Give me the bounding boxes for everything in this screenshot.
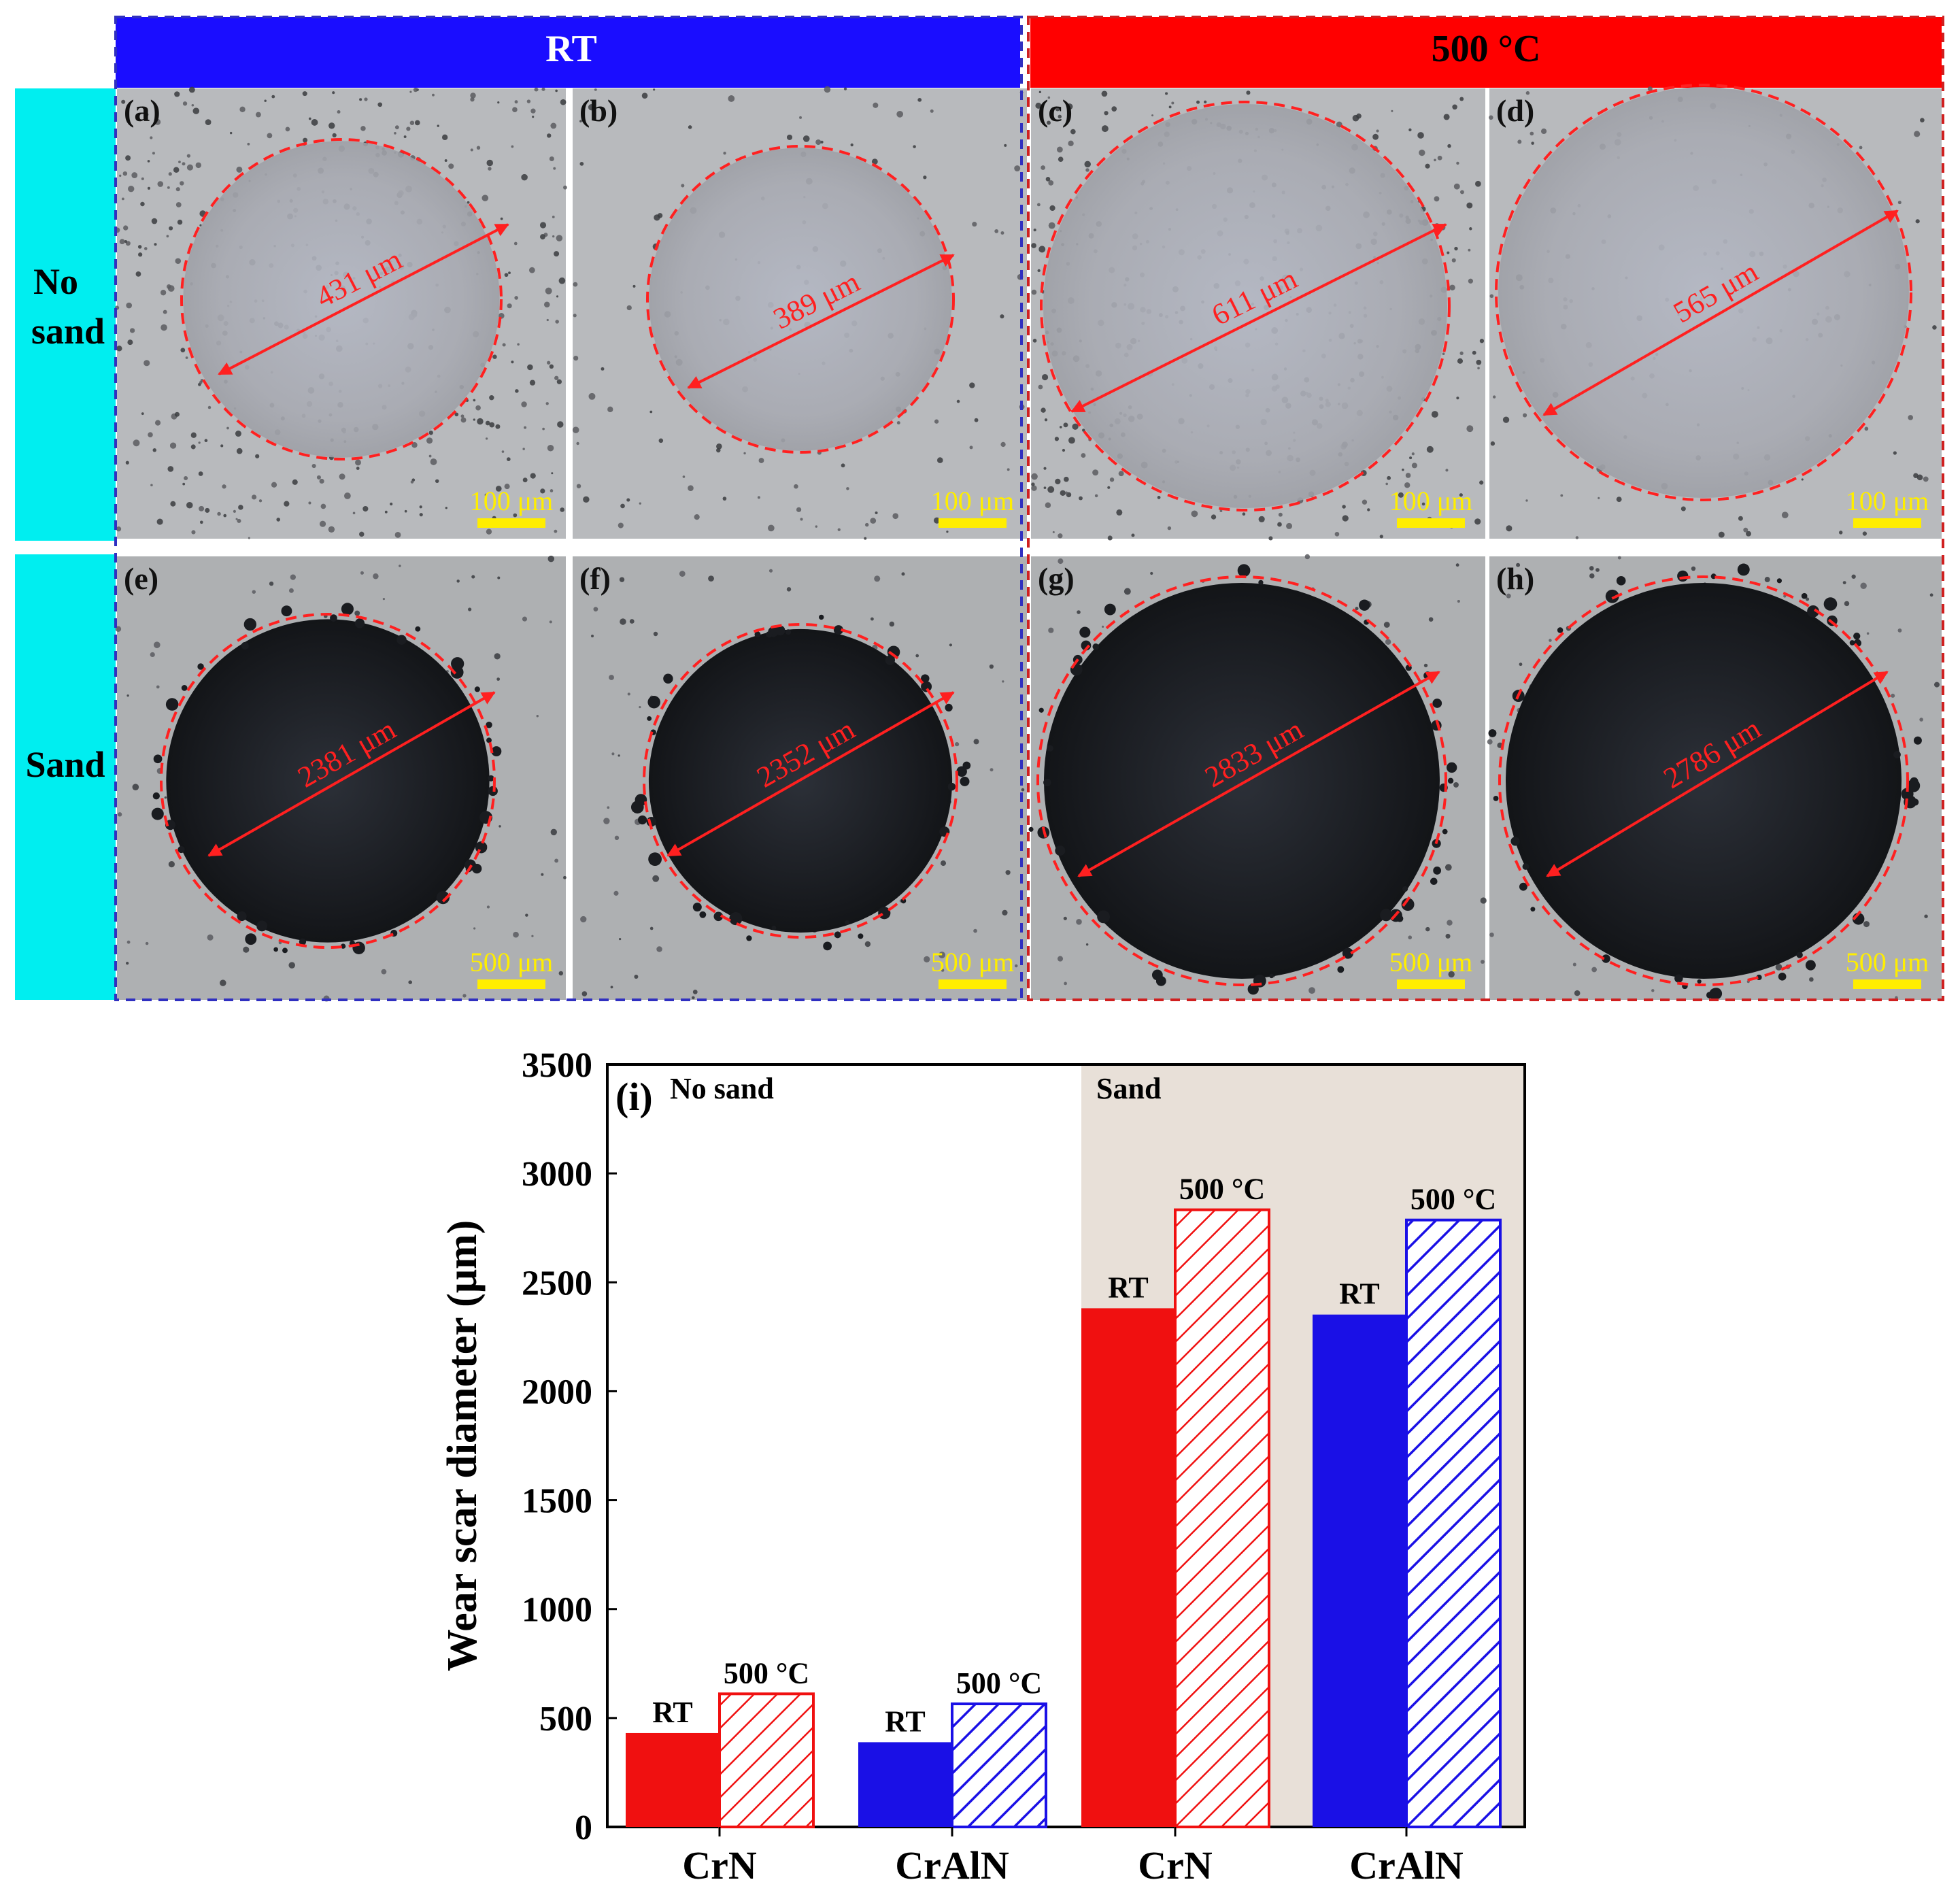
bar [626,1732,720,1827]
y-tick-label: 3000 [522,1155,592,1194]
panel-tag: (c) [1038,93,1072,128]
bar [718,1692,815,1828]
scar-boundary [643,623,958,939]
scale-bar-label: 100 μm [1846,486,1929,516]
micrograph-panel: 2352 μm(f)500 μm [573,556,1027,1000]
panel-tag: (e) [124,561,158,596]
scale-bar [939,518,1007,528]
bar [858,1742,952,1827]
micrograph-panel: 431 μm(a)100 μm [114,86,567,539]
x-tick-label: CrAlN [1349,1843,1464,1887]
rt-group-frame [114,16,1023,1001]
y-tick-label: 3500 [522,1046,592,1085]
bar [951,1702,1047,1828]
scar-boundary [1036,575,1447,986]
scale-bar-label: 500 μm [1846,947,1929,977]
diameter-arrow [1546,671,1889,877]
panel-tag: (g) [1038,561,1075,596]
y-tick-label: 1000 [522,1591,592,1630]
panel-tag: (d) [1496,93,1534,128]
row-header-sand-label: Sand [25,744,105,785]
bar-label: 500 °C [1179,1173,1265,1206]
scale-bar [1853,979,1921,989]
micrograph-panel: 2786 μm(h)500 μm [1487,556,1942,1001]
y-tick-label: 500 [539,1700,592,1739]
y-tick-label: 0 [575,1809,592,1847]
micrograph-panel: 565 μm(d)100 μm [1489,84,1942,539]
scale-bar-label: 100 μm [1389,486,1473,516]
region-label: No sand [670,1072,774,1105]
panel-tag: (h) [1496,561,1534,596]
row-header-no-sand [15,88,116,541]
hot-header-label: 500 °C [1432,28,1541,70]
micrograph-panel: 2381 μm(e)500 μm [115,555,567,1002]
hot-header-bar [1030,17,1942,88]
scale-bar-label: 500 μm [470,947,554,977]
scale-bar-label: 500 μm [931,947,1015,977]
micrograph-panel: 611 μm(c)100 μm [1031,88,1485,541]
micrograph-panel: 389 μm(b)100 μm [572,86,1027,540]
scar-boundary [1040,101,1451,511]
scale-bar [1397,979,1465,989]
row-header-sand [15,554,116,1000]
y-tick-label: 2000 [522,1373,592,1411]
rt-header-label: RT [545,28,597,70]
debris [1488,563,1922,1001]
bar [1174,1208,1270,1829]
scale-bar [477,979,545,989]
bar [1405,1218,1502,1828]
bar-label: RT [1339,1277,1380,1311]
scar-boundary [1495,84,1912,501]
bar-label: 500 °C [956,1666,1042,1700]
scar-boundary [1498,575,1909,986]
x-tick-label: CrN [1138,1843,1213,1887]
scale-bar [1397,518,1465,528]
rt-header-bar [116,17,1020,88]
diameter-arrow [207,691,496,857]
row-header-no-sand-line2: sand [31,311,105,352]
scale-bar-label: 100 μm [470,486,554,516]
bar-chart: 0 500 1000 1500 2000 2500 3000 3500 Wear scar di… [439,1046,1526,1887]
diameter-arrow [687,254,955,389]
micrograph-panel: 2833 μm(g)500 μm [1028,554,1487,1000]
diameter-arrow [218,223,509,375]
diameter-arrow [666,691,955,857]
scale-bar-label: 100 μm [931,486,1015,516]
scale-bar [939,979,1007,989]
plot-frame [606,1063,1526,1828]
panel-tag: (a) [124,93,160,128]
scale-bar-label: 500 μm [1389,947,1473,977]
bar-label: 500 °C [724,1656,809,1690]
bar-label: RT [652,1696,693,1729]
bar-label: RT [1108,1271,1149,1304]
panel-tag: (f) [579,561,611,596]
bar-label: 500 °C [1410,1183,1496,1216]
y-axis-label: Wear scar diameter (μm) [439,1220,486,1672]
diameter-arrow [1077,671,1440,877]
diameter-arrow [1070,223,1447,413]
y-tick-label: 2500 [522,1264,592,1303]
chart-panel-label: (i) [615,1075,653,1119]
row-header-no-sand-line1: No [33,261,78,302]
x-tick-label: CrAlN [895,1843,1009,1887]
x-tick-label: CrN [682,1843,757,1887]
region-label: Sand [1096,1072,1161,1105]
y-tick-label: 1500 [522,1482,592,1521]
hot-group-frame [1027,16,1944,1001]
diameter-arrow [1542,209,1899,416]
scale-bar [1853,518,1921,528]
bar [1081,1308,1175,1827]
scale-bar [477,518,545,528]
panel-tag: (b) [579,93,618,128]
bar [1313,1314,1406,1827]
bar-label: RT [885,1705,926,1738]
